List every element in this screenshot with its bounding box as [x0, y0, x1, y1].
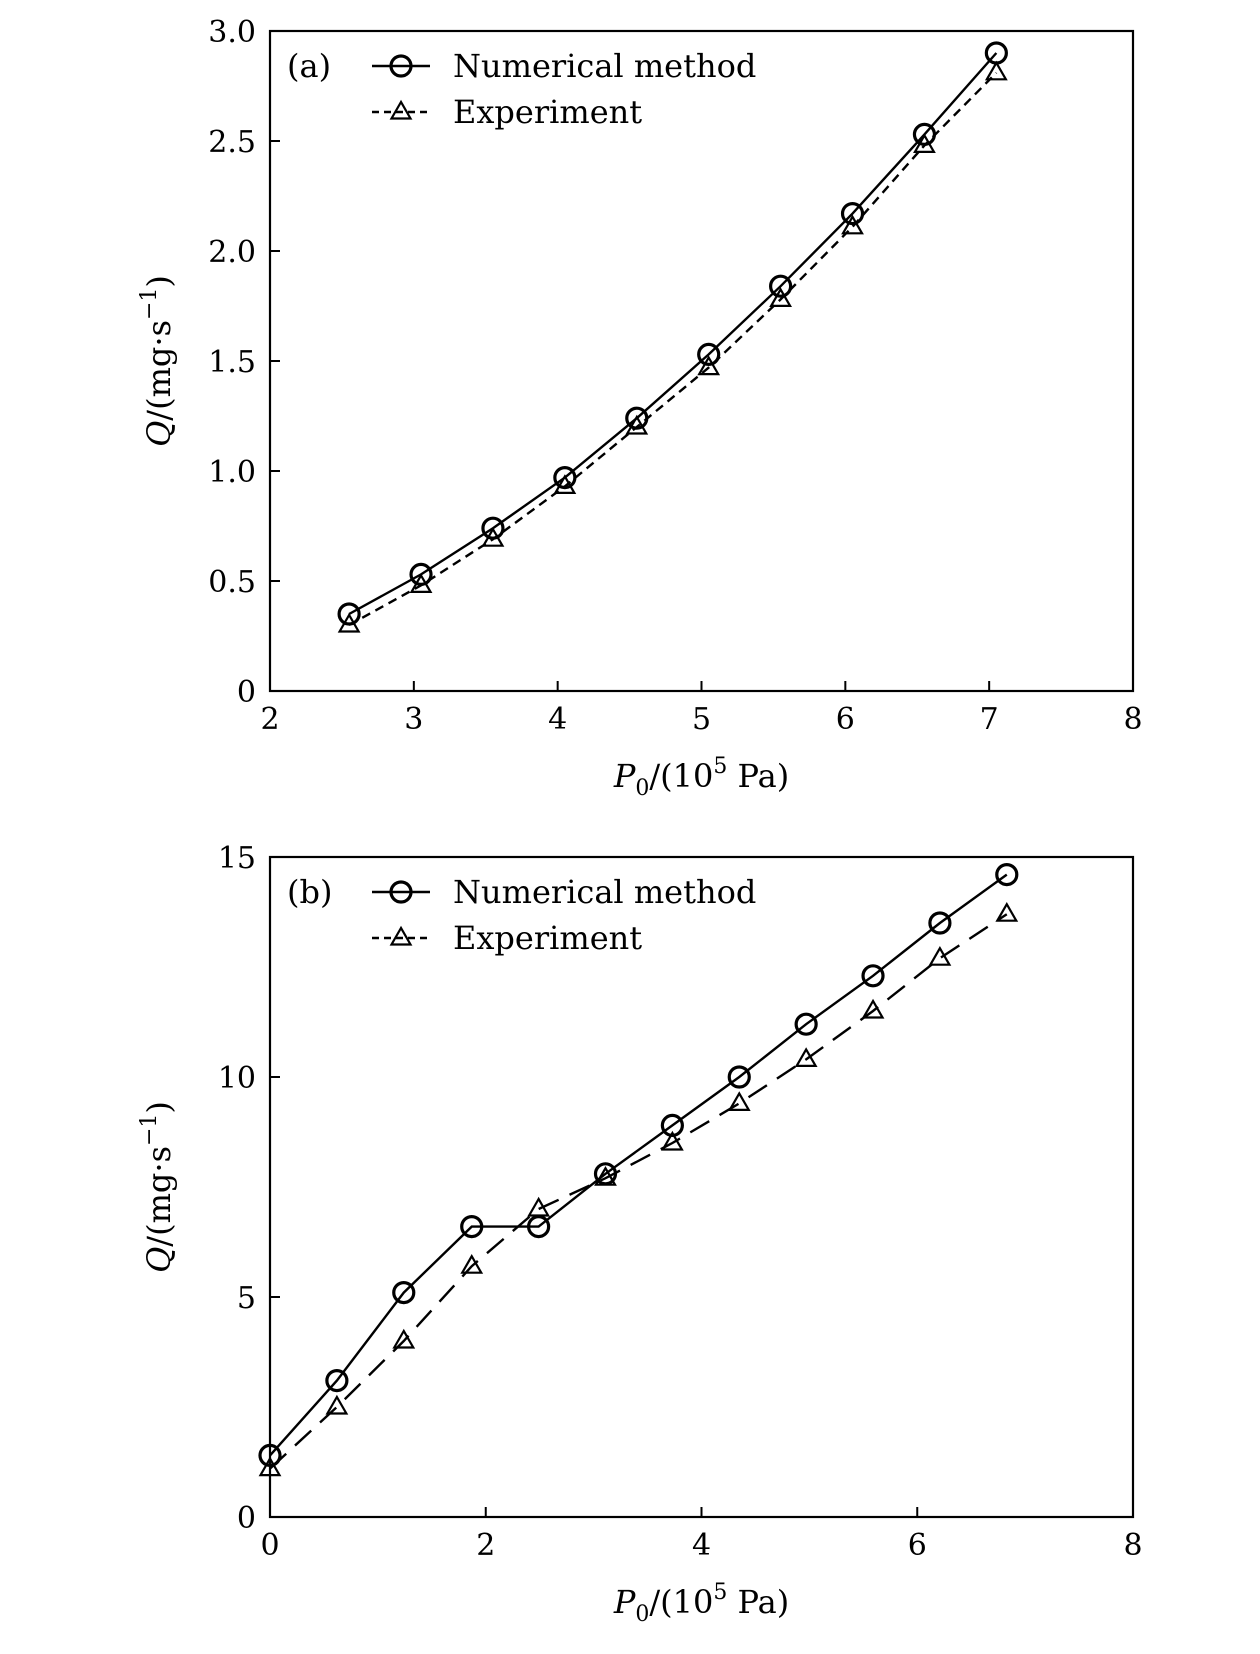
series-numerical [258, 862, 1019, 1468]
x-tick-label: 4 [692, 1528, 711, 1563]
legend-label: Experiment [453, 93, 642, 131]
legend-label: Numerical method [453, 47, 756, 85]
x-tick-label: 3 [404, 702, 423, 737]
legend-label: Numerical method [453, 873, 756, 911]
circle-marker [840, 202, 865, 226]
legend-label: Experiment [453, 919, 642, 957]
series-line [269, 913, 1008, 1470]
panel-label: (a) [287, 47, 331, 85]
circle-marker [460, 1214, 484, 1239]
triangle-marker [460, 1253, 484, 1274]
panel-b-chart: 0 2 4 6 8 0 5 10 15 P0/(105 Pa) Q/(mg·s−1) (b) Numer… [137, 841, 1143, 1627]
y-tick-label: 0 [237, 1501, 256, 1536]
y-tick-label: 15 [218, 841, 256, 876]
x-tick-label: 7 [980, 702, 999, 737]
y-tick-label: 5 [237, 1281, 256, 1316]
legend-circle-marker [389, 54, 413, 78]
triangle-marker [660, 1130, 684, 1151]
triangle-marker [841, 214, 864, 235]
circle-marker [794, 1012, 818, 1036]
triangle-marker [527, 1196, 551, 1217]
triangle-marker [769, 287, 793, 307]
triangle-marker [553, 474, 577, 494]
series-line [269, 873, 1008, 1457]
legend-triangle-marker [389, 925, 413, 946]
x-axis-label: P0/(105 Pa) [613, 1580, 789, 1627]
plot-frame [268, 855, 1135, 1519]
triangle-marker [337, 612, 361, 633]
y-tick-label: 1.5 [208, 345, 256, 380]
triangle-marker [861, 998, 885, 1019]
legend: Numerical method Experiment [372, 873, 756, 957]
triangle-marker [928, 945, 952, 966]
legend-triangle-marker [389, 99, 413, 120]
triangle-marker [727, 1091, 751, 1112]
y-tick-label: 0.5 [208, 565, 256, 600]
triangle-marker [984, 60, 1008, 81]
circle-marker [769, 274, 793, 298]
x-tick-label: 2 [476, 1528, 495, 1563]
triangle-marker [481, 526, 505, 547]
series-experiment [337, 60, 1008, 633]
circle-marker [928, 911, 952, 935]
triangle-marker [258, 1456, 282, 1477]
series-numerical [337, 41, 1008, 626]
x-axis-label: P0/(105 Pa) [613, 754, 789, 801]
circle-marker [325, 1368, 349, 1393]
y-tick-label: 1.0 [208, 455, 256, 490]
triangle-marker [697, 355, 721, 376]
x-tick-label: 6 [908, 1528, 927, 1563]
triangle-marker [913, 133, 936, 153]
y-tick-label: 0 [237, 675, 256, 710]
circle-marker [697, 342, 721, 366]
series-line [348, 52, 998, 616]
panel-label: (b) [287, 873, 332, 911]
y-tick-label: 2.5 [208, 125, 256, 160]
x-tick-label: 4 [548, 702, 567, 737]
triangle-marker [794, 1047, 818, 1068]
triangle-marker [995, 901, 1019, 922]
x-tick-label: 8 [1123, 1528, 1142, 1563]
triangle-marker [409, 573, 433, 594]
x-tick-label: 0 [260, 1528, 279, 1563]
panel-a-chart: 2 3 4 5 6 7 8 0 0.5 1.0 1.5 2.0 2.5 3.0 P0/(105 Pa) Q/(… [137, 15, 1143, 801]
circle-marker [660, 1113, 684, 1138]
y-tick-label: 10 [218, 1061, 256, 1096]
y-tick-label: 3.0 [208, 15, 256, 50]
triangle-marker [625, 414, 649, 435]
triangle-marker [325, 1394, 349, 1415]
circle-marker [861, 964, 885, 988]
circle-marker [392, 1280, 416, 1305]
x-tick-label: 6 [836, 702, 855, 737]
series-line [348, 71, 998, 627]
x-tick-label: 2 [260, 702, 279, 737]
legend-circle-marker [389, 880, 413, 904]
triangle-marker [392, 1328, 416, 1349]
legend: Numerical method Experiment [372, 47, 756, 131]
circle-marker [727, 1065, 751, 1089]
series-experiment [258, 901, 1019, 1477]
triangle-marker [594, 1165, 617, 1186]
circle-marker [995, 862, 1019, 887]
y-axis-label: Q/(mg·s−1) [137, 1101, 178, 1273]
x-tick-label: 5 [692, 702, 711, 737]
y-axis-label: Q/(mg·s−1) [137, 275, 178, 447]
circle-marker [258, 1443, 282, 1468]
y-tick-label: 2.0 [208, 235, 256, 270]
x-tick-label: 8 [1123, 702, 1142, 737]
